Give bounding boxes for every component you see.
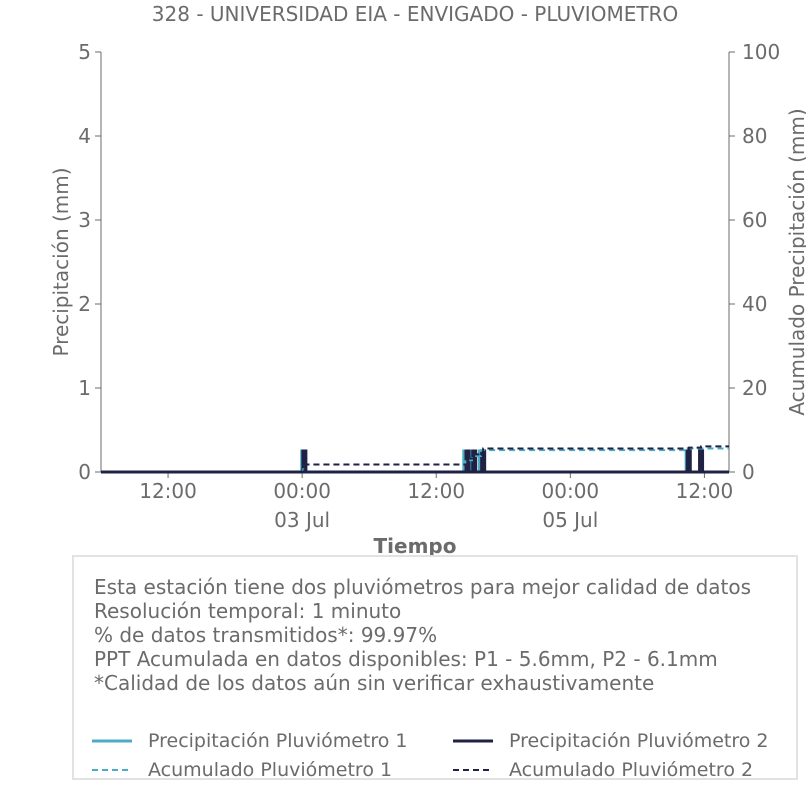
x-tick-label: 00:00 bbox=[273, 479, 331, 503]
chart-canvas: 328 - UNIVERSIDAD EIA - ENVIGADO - PLUVI… bbox=[49, 2, 806, 558]
series-line-cumulative-2 bbox=[101, 445, 729, 473]
y-tick-label-right: 80 bbox=[742, 124, 767, 148]
info-line: *Calidad de los datos aún sin verificar … bbox=[94, 671, 655, 695]
x-tick-label: 12:00 bbox=[407, 479, 465, 503]
series-line-precip-1 bbox=[101, 449, 729, 474]
x-axis-label: Tiempo bbox=[374, 534, 457, 558]
legend-label: Acumulado Pluviómetro 2 bbox=[509, 759, 754, 781]
legend-swatch-solid-light bbox=[92, 739, 132, 743]
y-tick-label-right: 100 bbox=[742, 40, 780, 64]
y-tick-label-left: 5 bbox=[78, 40, 91, 64]
legend-label: Precipitación Pluviómetro 2 bbox=[509, 730, 769, 752]
x-tick-label: 00:00 bbox=[542, 479, 600, 503]
y-tick-label-left: 1 bbox=[78, 376, 91, 400]
chart-title: 328 - UNIVERSIDAD EIA - ENVIGADO - PLUVI… bbox=[152, 2, 678, 26]
x-tick-label: 12:00 bbox=[676, 479, 734, 503]
legend-label: Acumulado Pluviómetro 1 bbox=[148, 759, 393, 781]
series-line-cumulative-1 bbox=[101, 447, 729, 473]
info-line: Esta estación tiene dos pluviómetros par… bbox=[94, 575, 752, 599]
series-line-precip-2 bbox=[101, 449, 729, 474]
y-axis-label-left: Precipitación (mm) bbox=[49, 167, 73, 356]
y-tick-label-left: 3 bbox=[78, 208, 91, 232]
legend-item: Acumulado Pluviómetro 2 bbox=[453, 758, 753, 782]
info-line: % de datos transmitidos*: 99.97% bbox=[94, 623, 438, 647]
y-tick-label-right: 40 bbox=[742, 292, 767, 316]
legend-item: Precipitación Pluviómetro 1 bbox=[92, 729, 408, 753]
legend-swatch-dashed-light bbox=[92, 769, 132, 771]
y-tick-label-right: 0 bbox=[742, 460, 755, 484]
info-text: Esta estación tiene dos pluviómetros par… bbox=[94, 575, 751, 695]
y-axis-label-right: Acumulado Precipitación (mm) bbox=[785, 108, 806, 415]
legend-swatch-solid-dark bbox=[453, 739, 493, 743]
legend-label: Precipitación Pluviómetro 1 bbox=[148, 730, 408, 752]
y-tick-label-right: 60 bbox=[742, 208, 767, 232]
legend-swatch-dashed-dark bbox=[453, 769, 493, 771]
legend-item: Precipitación Pluviómetro 2 bbox=[453, 729, 769, 753]
info-box: Esta estación tiene dos pluviómetros par… bbox=[72, 555, 798, 781]
chart-legend: Precipitación Pluviómetro 1 Precipitació… bbox=[92, 729, 792, 785]
y-tick-label-left: 4 bbox=[78, 124, 91, 148]
y-tick-label-left: 0 bbox=[78, 460, 91, 484]
info-line: PPT Acumulada en datos disponibles: P1 -… bbox=[94, 647, 718, 671]
x-tick-sublabel: 05 Jul bbox=[542, 508, 598, 532]
info-line: Resolución temporal: 1 minuto bbox=[94, 599, 402, 623]
legend-item: Acumulado Pluviómetro 1 bbox=[92, 758, 392, 782]
y-tick-label-left: 2 bbox=[78, 292, 91, 316]
x-tick-label: 12:00 bbox=[139, 479, 197, 503]
y-tick-label-right: 20 bbox=[742, 376, 767, 400]
x-tick-sublabel: 03 Jul bbox=[274, 508, 330, 532]
